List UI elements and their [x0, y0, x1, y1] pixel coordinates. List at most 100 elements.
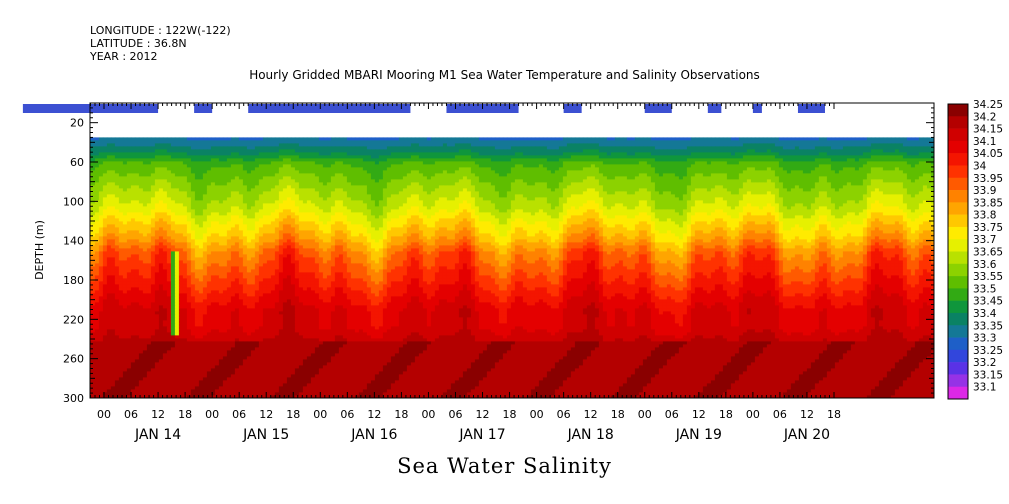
contour-cell — [670, 137, 676, 141]
contour-cell — [354, 152, 360, 156]
contour-cell — [694, 161, 700, 165]
contour-cell — [658, 179, 664, 183]
contour-cell — [346, 200, 352, 204]
contour-cell — [218, 188, 224, 192]
contour-cell — [922, 173, 928, 177]
contour-cell — [554, 137, 560, 141]
contour-cell — [750, 146, 756, 150]
contour-cell — [662, 170, 668, 174]
contour-cell — [314, 155, 320, 159]
contour-cell — [742, 143, 748, 147]
contour-cell — [450, 143, 456, 147]
contour-cell — [686, 170, 692, 174]
contour-cell — [914, 170, 920, 174]
contour-cell — [378, 137, 384, 141]
contour-cell — [654, 149, 660, 153]
contour-cell — [810, 179, 816, 183]
contour-cell — [290, 179, 296, 183]
contour-cell — [802, 149, 808, 153]
contour-cell — [782, 158, 788, 162]
contour-cell — [174, 170, 180, 174]
contour-cell — [918, 176, 924, 180]
contour-cell — [778, 161, 784, 165]
contour-cell — [118, 194, 124, 198]
contour-cell — [578, 167, 584, 171]
contour-cell — [534, 194, 540, 198]
contour-cell — [306, 179, 312, 183]
contour-cell — [234, 158, 240, 162]
contour-cell — [346, 176, 352, 180]
contour-cell — [514, 170, 520, 174]
contour-cell — [302, 137, 308, 141]
contour-cell — [35, 161, 40, 165]
contour-cell — [878, 152, 884, 156]
contour-cell — [858, 164, 864, 168]
contour-cell — [450, 185, 456, 189]
contour-cell — [98, 137, 104, 141]
contour-cell — [490, 191, 496, 195]
contour-cell — [502, 179, 508, 183]
contour-cell — [694, 137, 700, 141]
contour-cell — [430, 164, 436, 168]
contour-cell — [358, 197, 364, 201]
contour-cell — [754, 182, 760, 186]
contour-cell — [922, 137, 928, 141]
contour-cell — [286, 191, 292, 195]
contour-cell — [578, 197, 584, 201]
contour-cell — [562, 155, 568, 159]
contour-cell — [398, 173, 404, 177]
contour-cell — [590, 191, 596, 195]
contour-cell — [174, 155, 180, 159]
contour-cell — [882, 197, 888, 201]
contour-cell — [474, 149, 480, 153]
contour-cell — [182, 167, 188, 171]
contour-cell — [330, 146, 336, 150]
contour-cell — [622, 182, 628, 186]
contour-cell — [558, 170, 564, 174]
contour-cell — [63, 137, 68, 141]
contour-cell — [79, 149, 84, 153]
contour-cell — [814, 200, 820, 204]
contour-cell — [398, 176, 404, 180]
contour-cell — [470, 188, 476, 192]
contour-cell — [626, 191, 632, 195]
contour-cell — [878, 167, 884, 171]
contour-cell — [830, 188, 836, 192]
contour-cell — [526, 188, 532, 192]
contour-cell — [514, 167, 520, 171]
contour-cell — [350, 185, 356, 189]
contour-cell — [814, 149, 820, 153]
contour-cell — [198, 182, 204, 186]
contour-cell — [746, 149, 752, 153]
contour-cell — [166, 176, 172, 180]
contour-cell — [55, 191, 60, 195]
contour-cell — [650, 146, 656, 150]
contour-cell — [106, 164, 112, 168]
contour-cell — [278, 149, 284, 153]
contour-cell — [422, 200, 428, 204]
contour-cell — [802, 137, 808, 141]
contour-cell — [90, 149, 96, 153]
contour-cell — [110, 173, 116, 177]
contour-cell — [526, 149, 532, 153]
contour-cell — [526, 179, 532, 183]
contour-cell — [146, 173, 152, 177]
contour-cell — [858, 155, 864, 159]
contour-cell — [498, 137, 504, 141]
contour-cell — [478, 146, 484, 150]
contour-cell — [242, 161, 248, 165]
contour-cell — [610, 161, 616, 165]
contour-cell — [606, 140, 612, 144]
contour-cell — [258, 143, 264, 147]
contour-cell — [654, 152, 660, 156]
contour-cell — [566, 170, 572, 174]
contour-cell — [470, 182, 476, 186]
contour-cell — [442, 197, 448, 201]
contour-cell — [142, 158, 148, 162]
contour-cell — [322, 170, 328, 174]
contour-cell — [670, 173, 676, 177]
contour-cell — [262, 188, 268, 192]
contour-cell — [258, 173, 264, 177]
contour-cell — [674, 179, 680, 183]
contour-cell — [326, 149, 332, 153]
